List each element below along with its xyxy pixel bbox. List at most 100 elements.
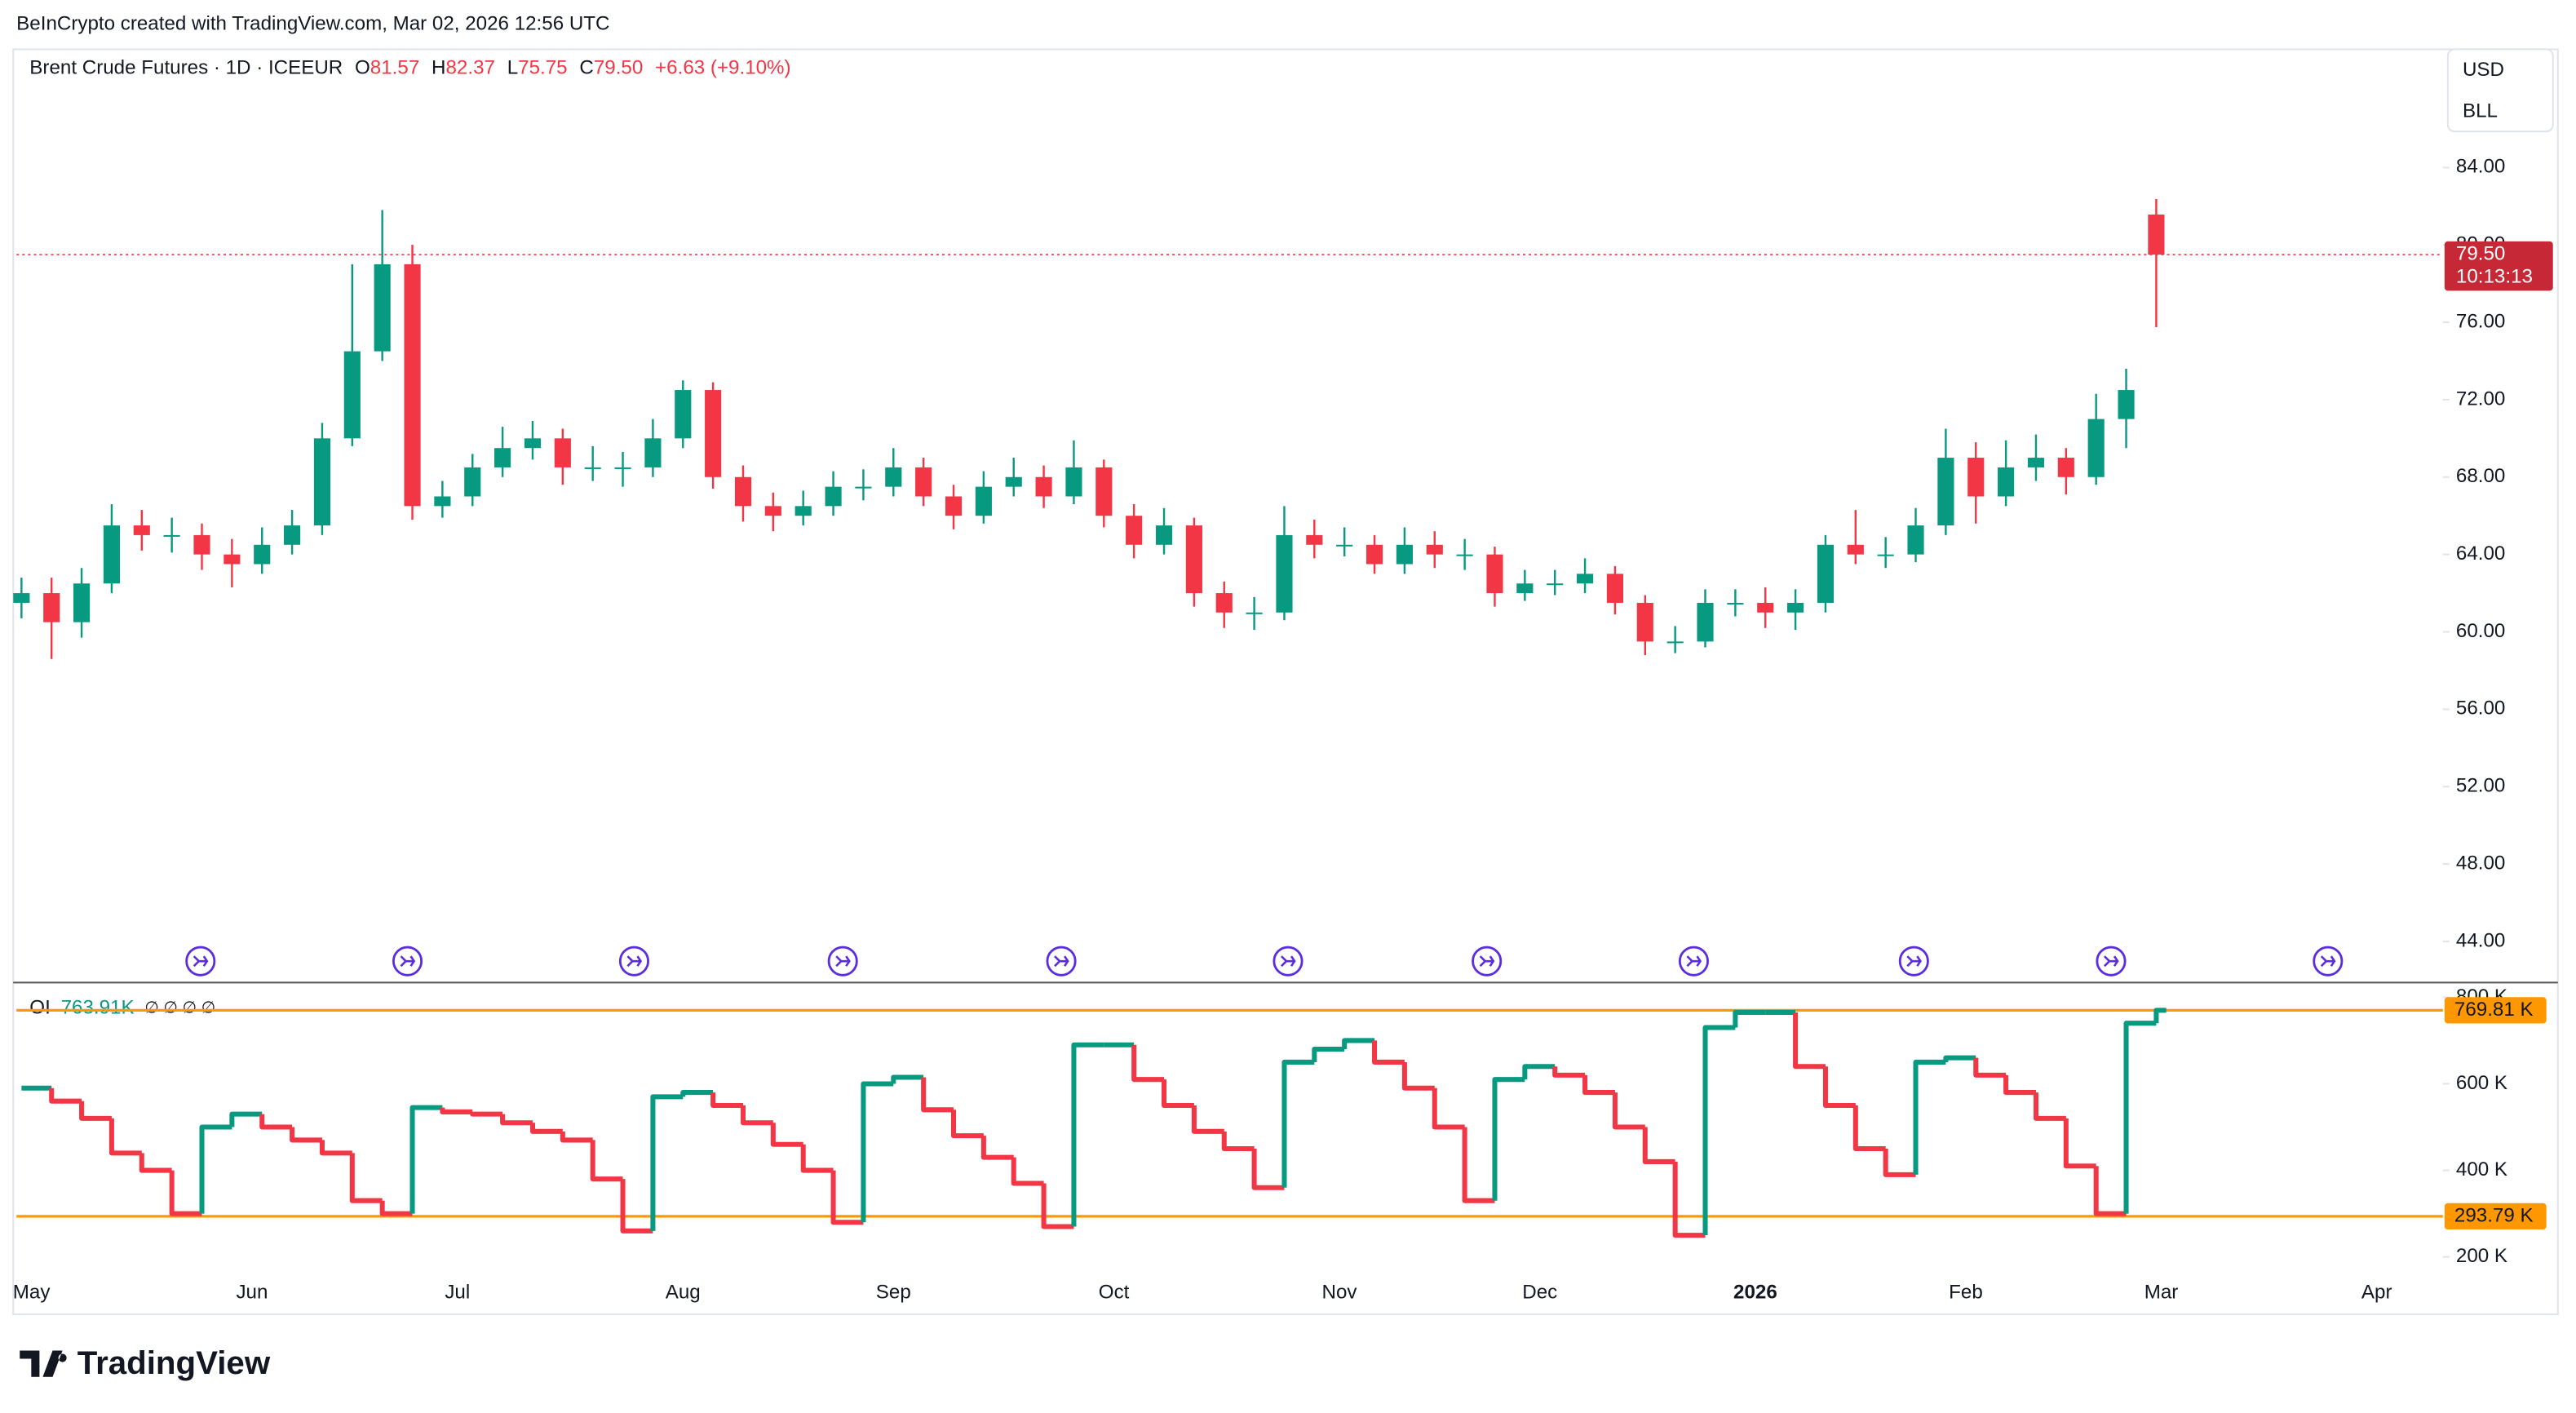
- oi-step: [891, 1074, 924, 1084]
- candle-body: [103, 525, 120, 584]
- event-icon-arrow: [1054, 955, 1069, 968]
- candle-body: [343, 351, 361, 439]
- oi-step: [1462, 1127, 1495, 1203]
- oi-step: [1191, 1105, 1224, 1134]
- candle-body: [13, 593, 30, 603]
- oi-step: [1702, 1025, 1736, 1236]
- x-tick-label: Oct: [1099, 1281, 1130, 1303]
- y-tick-label: 72.00: [2456, 388, 2505, 410]
- candle-body: [1095, 467, 1113, 516]
- x-tick-label: Mar: [2144, 1281, 2179, 1303]
- event-icon-arrow: [2104, 955, 2119, 968]
- candle-body: [1757, 602, 1774, 613]
- oi-step: [1041, 1183, 1074, 1229]
- event-icon-arrow: [1686, 955, 1702, 968]
- c-label: C: [579, 57, 593, 79]
- oi-step: [1973, 1057, 2007, 1078]
- candle-body: [1606, 574, 1623, 603]
- candle-body: [1155, 525, 1173, 545]
- candle-body: [1547, 583, 1564, 586]
- oi-step: [2003, 1074, 2036, 1096]
- candle-body: [1215, 593, 1233, 613]
- candle-body: [254, 544, 271, 565]
- oi-step: [1372, 1040, 1405, 1065]
- x-tick-label: Jun: [236, 1281, 268, 1303]
- oi-step: [290, 1127, 322, 1143]
- oi-step: [861, 1081, 894, 1223]
- oi-step: [1221, 1131, 1255, 1152]
- candle-body: [584, 467, 601, 469]
- last-price-label: 79.50: [2456, 242, 2505, 264]
- oi-step: [1822, 1066, 1856, 1109]
- candle-body: [2148, 214, 2165, 255]
- event-icon-arrow: [1281, 955, 1296, 968]
- oi-step: [800, 1144, 834, 1173]
- y2-tick-label: 200 K: [2456, 1245, 2507, 1267]
- oi-step: [440, 1107, 473, 1114]
- y-tick-label: 52.00: [2456, 775, 2505, 797]
- chart-frame: [12, 48, 2559, 1316]
- oi-step: [2093, 1166, 2127, 1216]
- candle-body: [494, 448, 511, 467]
- unit[interactable]: BLL: [2463, 100, 2498, 122]
- close-value: 79.50: [594, 57, 643, 79]
- candle-body: [734, 476, 752, 507]
- oi-step: [349, 1153, 383, 1203]
- logo-mark: [20, 1350, 67, 1377]
- candle-body: [614, 467, 631, 469]
- oi-step: [1401, 1061, 1435, 1091]
- candle-body: [1576, 574, 1594, 584]
- candle-body: [2087, 419, 2105, 477]
- candle-body: [1666, 641, 1684, 644]
- oi-step: [79, 1101, 112, 1121]
- candle-body: [2118, 390, 2135, 419]
- candle-body: [855, 486, 872, 489]
- oi-step: [1432, 1087, 1465, 1130]
- currency[interactable]: USD: [2463, 59, 2504, 81]
- oi-step: [1642, 1127, 1675, 1164]
- oi-step: [199, 1124, 232, 1214]
- oi-value: 763.91K: [61, 997, 135, 1019]
- y-tick-label: 56.00: [2456, 698, 2505, 720]
- candle-body: [2057, 458, 2074, 477]
- y-tick-label: 76.00: [2456, 310, 2505, 332]
- oi-step: [2063, 1118, 2096, 1169]
- oi-step: [830, 1170, 864, 1225]
- oi-step: [470, 1111, 503, 1117]
- oi-step: [108, 1118, 142, 1156]
- candle-body: [1817, 544, 1835, 603]
- oi-step: [1011, 1157, 1044, 1186]
- last-price-box: [2444, 241, 2553, 291]
- y-tick-label: 84.00: [2456, 156, 2505, 178]
- symbol: Brent Crude Futures · 1D · ICEEUR: [29, 57, 343, 79]
- x-tick-label: Nov: [1322, 1281, 1357, 1303]
- candle-body: [1185, 525, 1202, 594]
- low-value: 75.75: [518, 57, 567, 79]
- oi-step: [529, 1123, 563, 1134]
- logo-text: TradingView: [77, 1344, 271, 1381]
- oi-step: [1251, 1149, 1285, 1190]
- y-tick-label: 44.00: [2456, 929, 2505, 951]
- candle-body: [1727, 602, 1744, 605]
- oi-step: [1071, 1042, 1104, 1227]
- oi-legend: OI 763.91K ∅ ∅ ∅ ∅: [29, 997, 215, 1019]
- oi-step: [1672, 1161, 1706, 1238]
- level-box: [2444, 1203, 2547, 1230]
- oi-step: [620, 1179, 653, 1234]
- y-tick-label: 64.00: [2456, 543, 2505, 565]
- event-icon-arrow: [1479, 955, 1495, 968]
- oi-step: [409, 1105, 443, 1214]
- currency-box[interactable]: [2446, 48, 2554, 133]
- oi-step: [921, 1077, 954, 1113]
- y-tick-label: 48.00: [2456, 852, 2505, 874]
- oi-step: [379, 1200, 413, 1216]
- candle-body: [764, 506, 781, 516]
- candle-body: [1636, 602, 1653, 642]
- x-tick-label: Feb: [1949, 1281, 1983, 1303]
- candle-body: [1336, 544, 1353, 547]
- candle-body: [43, 593, 60, 622]
- level-label: 293.79 K: [2454, 1204, 2534, 1226]
- x-tick-label: Apr: [2361, 1281, 2392, 1303]
- candle-body: [794, 506, 812, 516]
- event-icon-arrow: [2320, 955, 2336, 968]
